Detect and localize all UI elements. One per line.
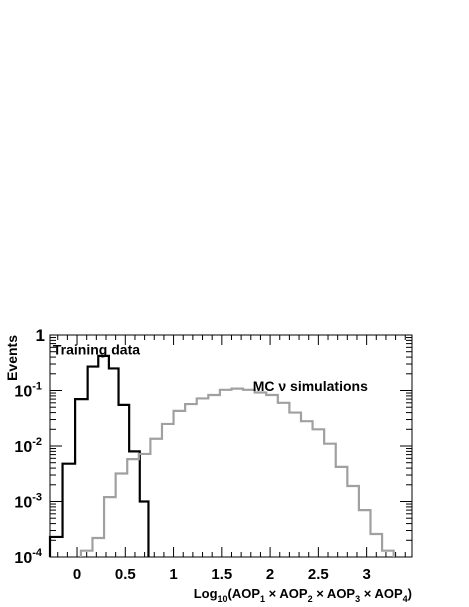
series-line [48,354,150,557]
annotation-training-data: Training data [53,341,140,357]
histogram-bin [116,473,128,557]
y-tick-label: 10-1 [14,381,42,401]
series-mc-simulations [79,387,395,557]
series-training-data [48,354,150,558]
y-tick-label: 10-3 [14,492,42,512]
histogram-bin [336,467,348,557]
histogram-bin [243,390,255,557]
histogram-bin [220,390,232,557]
x-axis: 0 0.5 1 1.5 2 2.5 3 [57,335,406,583]
histogram-bin [162,424,174,557]
x-tick-label: 0.5 [115,566,136,583]
histogram-bin [266,395,278,557]
y-axis-label: Events [4,335,20,381]
histogram-bin [75,399,88,557]
histogram-bin [127,459,139,557]
annotation-mc-simulations: MC ν simulations [253,378,368,394]
histogram-bin [324,444,336,557]
histogram-bin [119,405,130,557]
histogram-bin [347,486,359,557]
histogram-bin [63,464,76,557]
y-axis: 1 10-1 10-2 10-3 10-4 [14,326,412,567]
x-tick-label: 1.5 [211,566,232,583]
histogram-bin [129,451,140,557]
histogram-bin [278,403,290,557]
histogram-bin [174,411,186,557]
x-tick-label: 2.5 [308,566,329,583]
histogram-bin [109,368,119,557]
x-tick-label: 3 [362,566,370,583]
y-tick-label: 1 [36,326,45,345]
histogram-bin [88,367,99,557]
histogram-bin [92,538,104,557]
histogram-bin [289,413,301,557]
histogram-bin [150,439,162,557]
x-tick-label: 2 [266,566,274,583]
y-tick-label: 10-4 [14,547,42,567]
histogram-bin [185,404,197,557]
histogram-bin [313,429,325,557]
plot-area: 0 0.5 1 1.5 2 2.5 3 1 10-1 10-2 10-3 10-4 Events Log1… [4,326,413,604]
histogram-bin [301,421,313,557]
histogram-bin [255,393,267,557]
x-tick-label: 1 [169,566,177,583]
x-tick-label: 0 [73,566,81,583]
histogram-bin [208,395,220,557]
histogram-bin [197,398,209,557]
histogram-bin [104,497,116,557]
series-line [79,387,395,557]
y-tick-label: 10-2 [14,436,42,456]
histogram-bin [231,389,243,557]
histogram-bin [359,510,371,557]
histogram-bin [140,502,149,558]
x-axis-label: Log10(AOP1 × AOP2 × AOP3 × AOP4) [194,586,412,604]
